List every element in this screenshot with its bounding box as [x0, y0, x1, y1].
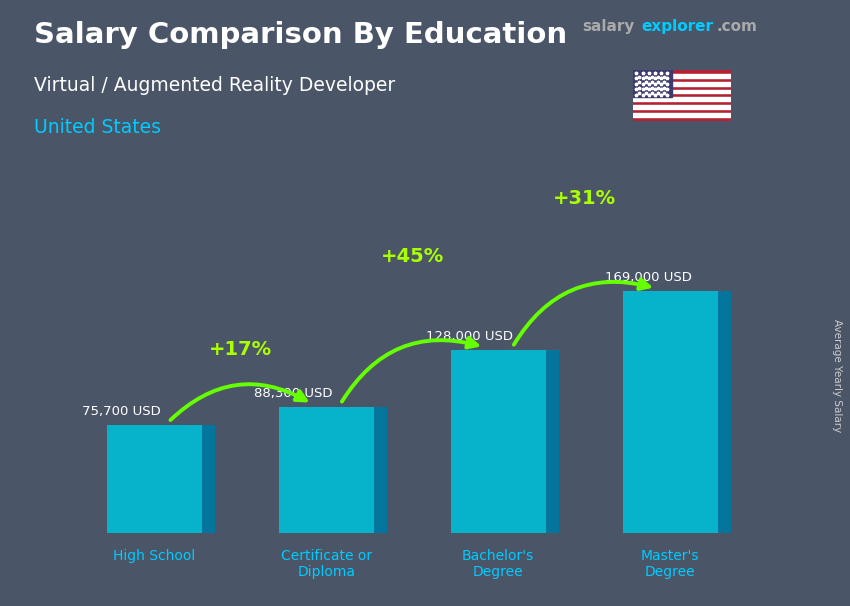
Text: 88,300 USD: 88,300 USD [254, 387, 332, 401]
Text: Salary Comparison By Education: Salary Comparison By Education [34, 21, 567, 49]
Bar [633, 74, 731, 78]
Bar [623, 291, 717, 533]
Bar [633, 98, 731, 101]
Text: +31%: +31% [552, 188, 615, 208]
Text: salary: salary [582, 19, 635, 35]
Text: explorer: explorer [642, 19, 714, 35]
Text: 75,700 USD: 75,700 USD [82, 405, 161, 418]
Text: +17%: +17% [209, 340, 272, 359]
Bar [201, 425, 215, 533]
Text: .com: .com [717, 19, 757, 35]
Bar [107, 425, 201, 533]
Bar [633, 82, 731, 85]
Bar [451, 350, 546, 533]
Bar [633, 70, 672, 98]
Text: United States: United States [34, 118, 161, 137]
Bar [546, 350, 559, 533]
Bar [633, 90, 731, 93]
Bar [373, 407, 388, 533]
Text: Average Yearly Salary: Average Yearly Salary [832, 319, 842, 432]
Text: 128,000 USD: 128,000 USD [426, 330, 513, 343]
Bar [717, 291, 731, 533]
Bar [633, 113, 731, 117]
Bar [633, 105, 731, 109]
Text: 169,000 USD: 169,000 USD [605, 271, 692, 284]
Text: +45%: +45% [381, 247, 444, 266]
Text: Virtual / Augmented Reality Developer: Virtual / Augmented Reality Developer [34, 76, 395, 95]
Bar [279, 407, 373, 533]
